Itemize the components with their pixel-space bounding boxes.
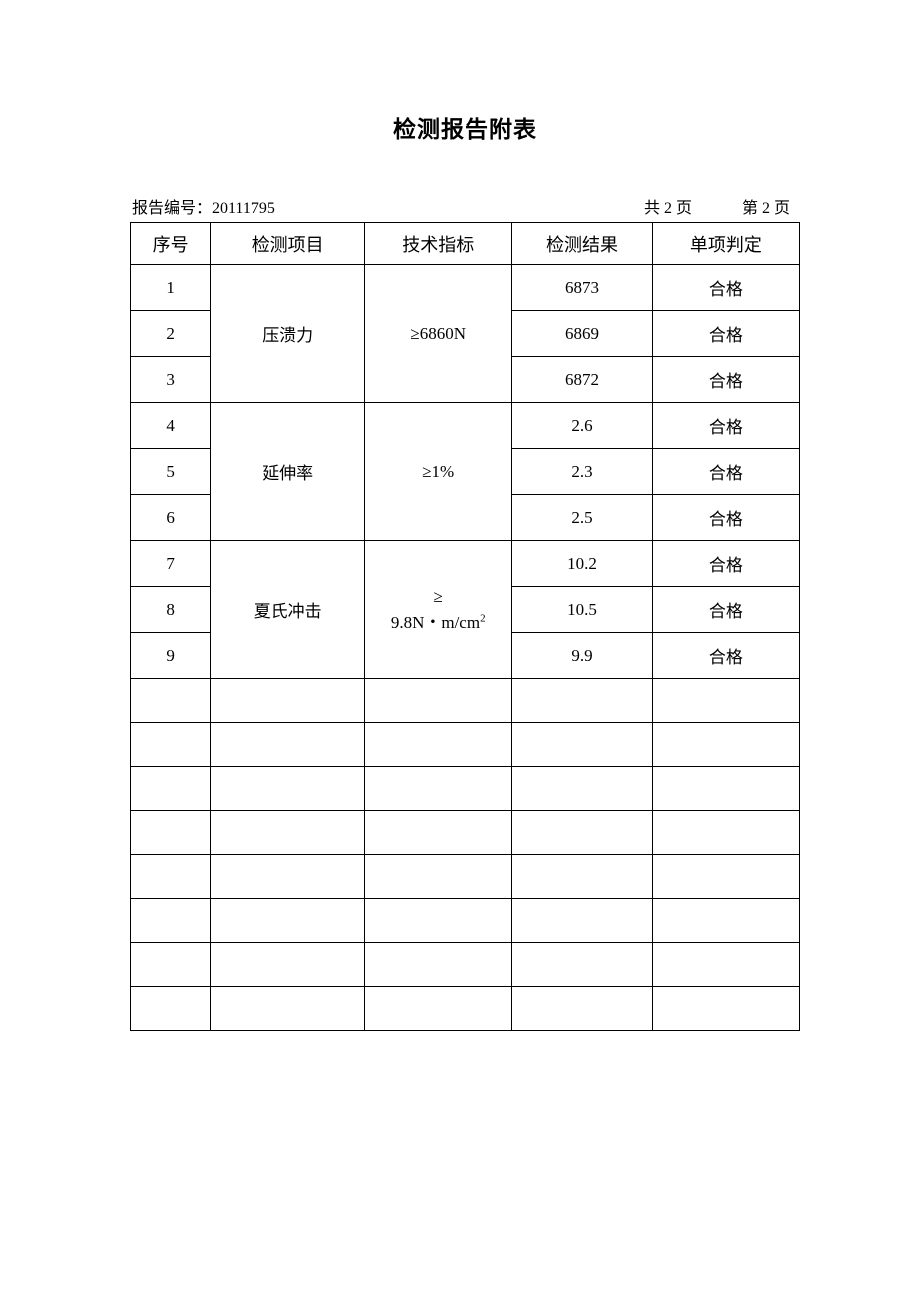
page-title: 检测报告附表 — [130, 110, 800, 144]
table-row: 1 压溃力 ≥6860N 6873 合格 — [131, 265, 800, 311]
cell-item: 压溃力 — [211, 265, 365, 403]
table-row-empty — [131, 767, 800, 811]
cell-seq: 4 — [131, 403, 211, 449]
report-number: 报告编号：20111795 — [132, 194, 644, 218]
cell-spec: ≥ 9.8N・m/cm2 — [365, 541, 512, 679]
table-body: 1 压溃力 ≥6860N 6873 合格 2 6869 合格 3 6872 合格… — [131, 265, 800, 1031]
cell-verdict: 合格 — [652, 265, 799, 311]
table-row-empty — [131, 987, 800, 1031]
report-header: 报告编号：20111795 共 2 页 第 2 页 — [130, 194, 800, 218]
table-row: 4 延伸率 ≥1% 2.6 合格 — [131, 403, 800, 449]
spec-line2-pre: 9.8N・m/cm — [391, 613, 480, 632]
cell-result: 2.5 — [512, 495, 652, 541]
current-page-suffix: 页 — [770, 200, 790, 217]
table-row-empty — [131, 899, 800, 943]
total-pages-prefix: 共 — [644, 200, 664, 217]
cell-verdict: 合格 — [652, 541, 799, 587]
report-number-value: 20111795 — [212, 200, 275, 217]
cell-verdict: 合格 — [652, 495, 799, 541]
cell-seq: 9 — [131, 633, 211, 679]
table-row-empty — [131, 855, 800, 899]
current-page-prefix: 第 — [742, 200, 762, 217]
cell-verdict: 合格 — [652, 587, 799, 633]
current-page-value: 2 — [762, 200, 770, 217]
current-page: 第 2 页 — [742, 194, 790, 218]
cell-result: 6869 — [512, 311, 652, 357]
cell-seq: 5 — [131, 449, 211, 495]
total-pages-value: 2 — [664, 200, 672, 217]
cell-seq: 7 — [131, 541, 211, 587]
cell-result: 2.3 — [512, 449, 652, 495]
cell-seq: 8 — [131, 587, 211, 633]
cell-result: 10.5 — [512, 587, 652, 633]
cell-verdict: 合格 — [652, 357, 799, 403]
cell-result: 10.2 — [512, 541, 652, 587]
cell-spec: ≥1% — [365, 403, 512, 541]
cell-seq: 1 — [131, 265, 211, 311]
table-row: 7 夏氏冲击 ≥ 9.8N・m/cm2 10.2 合格 — [131, 541, 800, 587]
table-header-row: 序号 检测项目 技术指标 检测结果 单项判定 — [131, 223, 800, 265]
spec-line2-sup: 2 — [480, 612, 486, 624]
spec-line1: ≥ — [434, 587, 443, 606]
cell-verdict: 合格 — [652, 311, 799, 357]
cell-seq: 3 — [131, 357, 211, 403]
col-header-spec: 技术指标 — [365, 223, 512, 265]
cell-verdict: 合格 — [652, 449, 799, 495]
total-pages-suffix: 页 — [672, 200, 692, 217]
cell-item: 夏氏冲击 — [211, 541, 365, 679]
total-pages: 共 2 页 — [644, 194, 692, 218]
cell-verdict: 合格 — [652, 633, 799, 679]
table-row-empty — [131, 679, 800, 723]
table-row-empty — [131, 811, 800, 855]
cell-result: 2.6 — [512, 403, 652, 449]
col-header-result: 检测结果 — [512, 223, 652, 265]
cell-seq: 2 — [131, 311, 211, 357]
cell-verdict: 合格 — [652, 403, 799, 449]
cell-result: 6872 — [512, 357, 652, 403]
report-number-label: 报告编号： — [132, 200, 212, 217]
inspection-table: 序号 检测项目 技术指标 检测结果 单项判定 1 压溃力 ≥6860N 6873… — [130, 222, 800, 1031]
table-row-empty — [131, 943, 800, 987]
col-header-seq: 序号 — [131, 223, 211, 265]
cell-item: 延伸率 — [211, 403, 365, 541]
col-header-verdict: 单项判定 — [652, 223, 799, 265]
cell-result: 6873 — [512, 265, 652, 311]
cell-spec: ≥6860N — [365, 265, 512, 403]
table-row-empty — [131, 723, 800, 767]
col-header-item: 检测项目 — [211, 223, 365, 265]
cell-seq: 6 — [131, 495, 211, 541]
cell-result: 9.9 — [512, 633, 652, 679]
